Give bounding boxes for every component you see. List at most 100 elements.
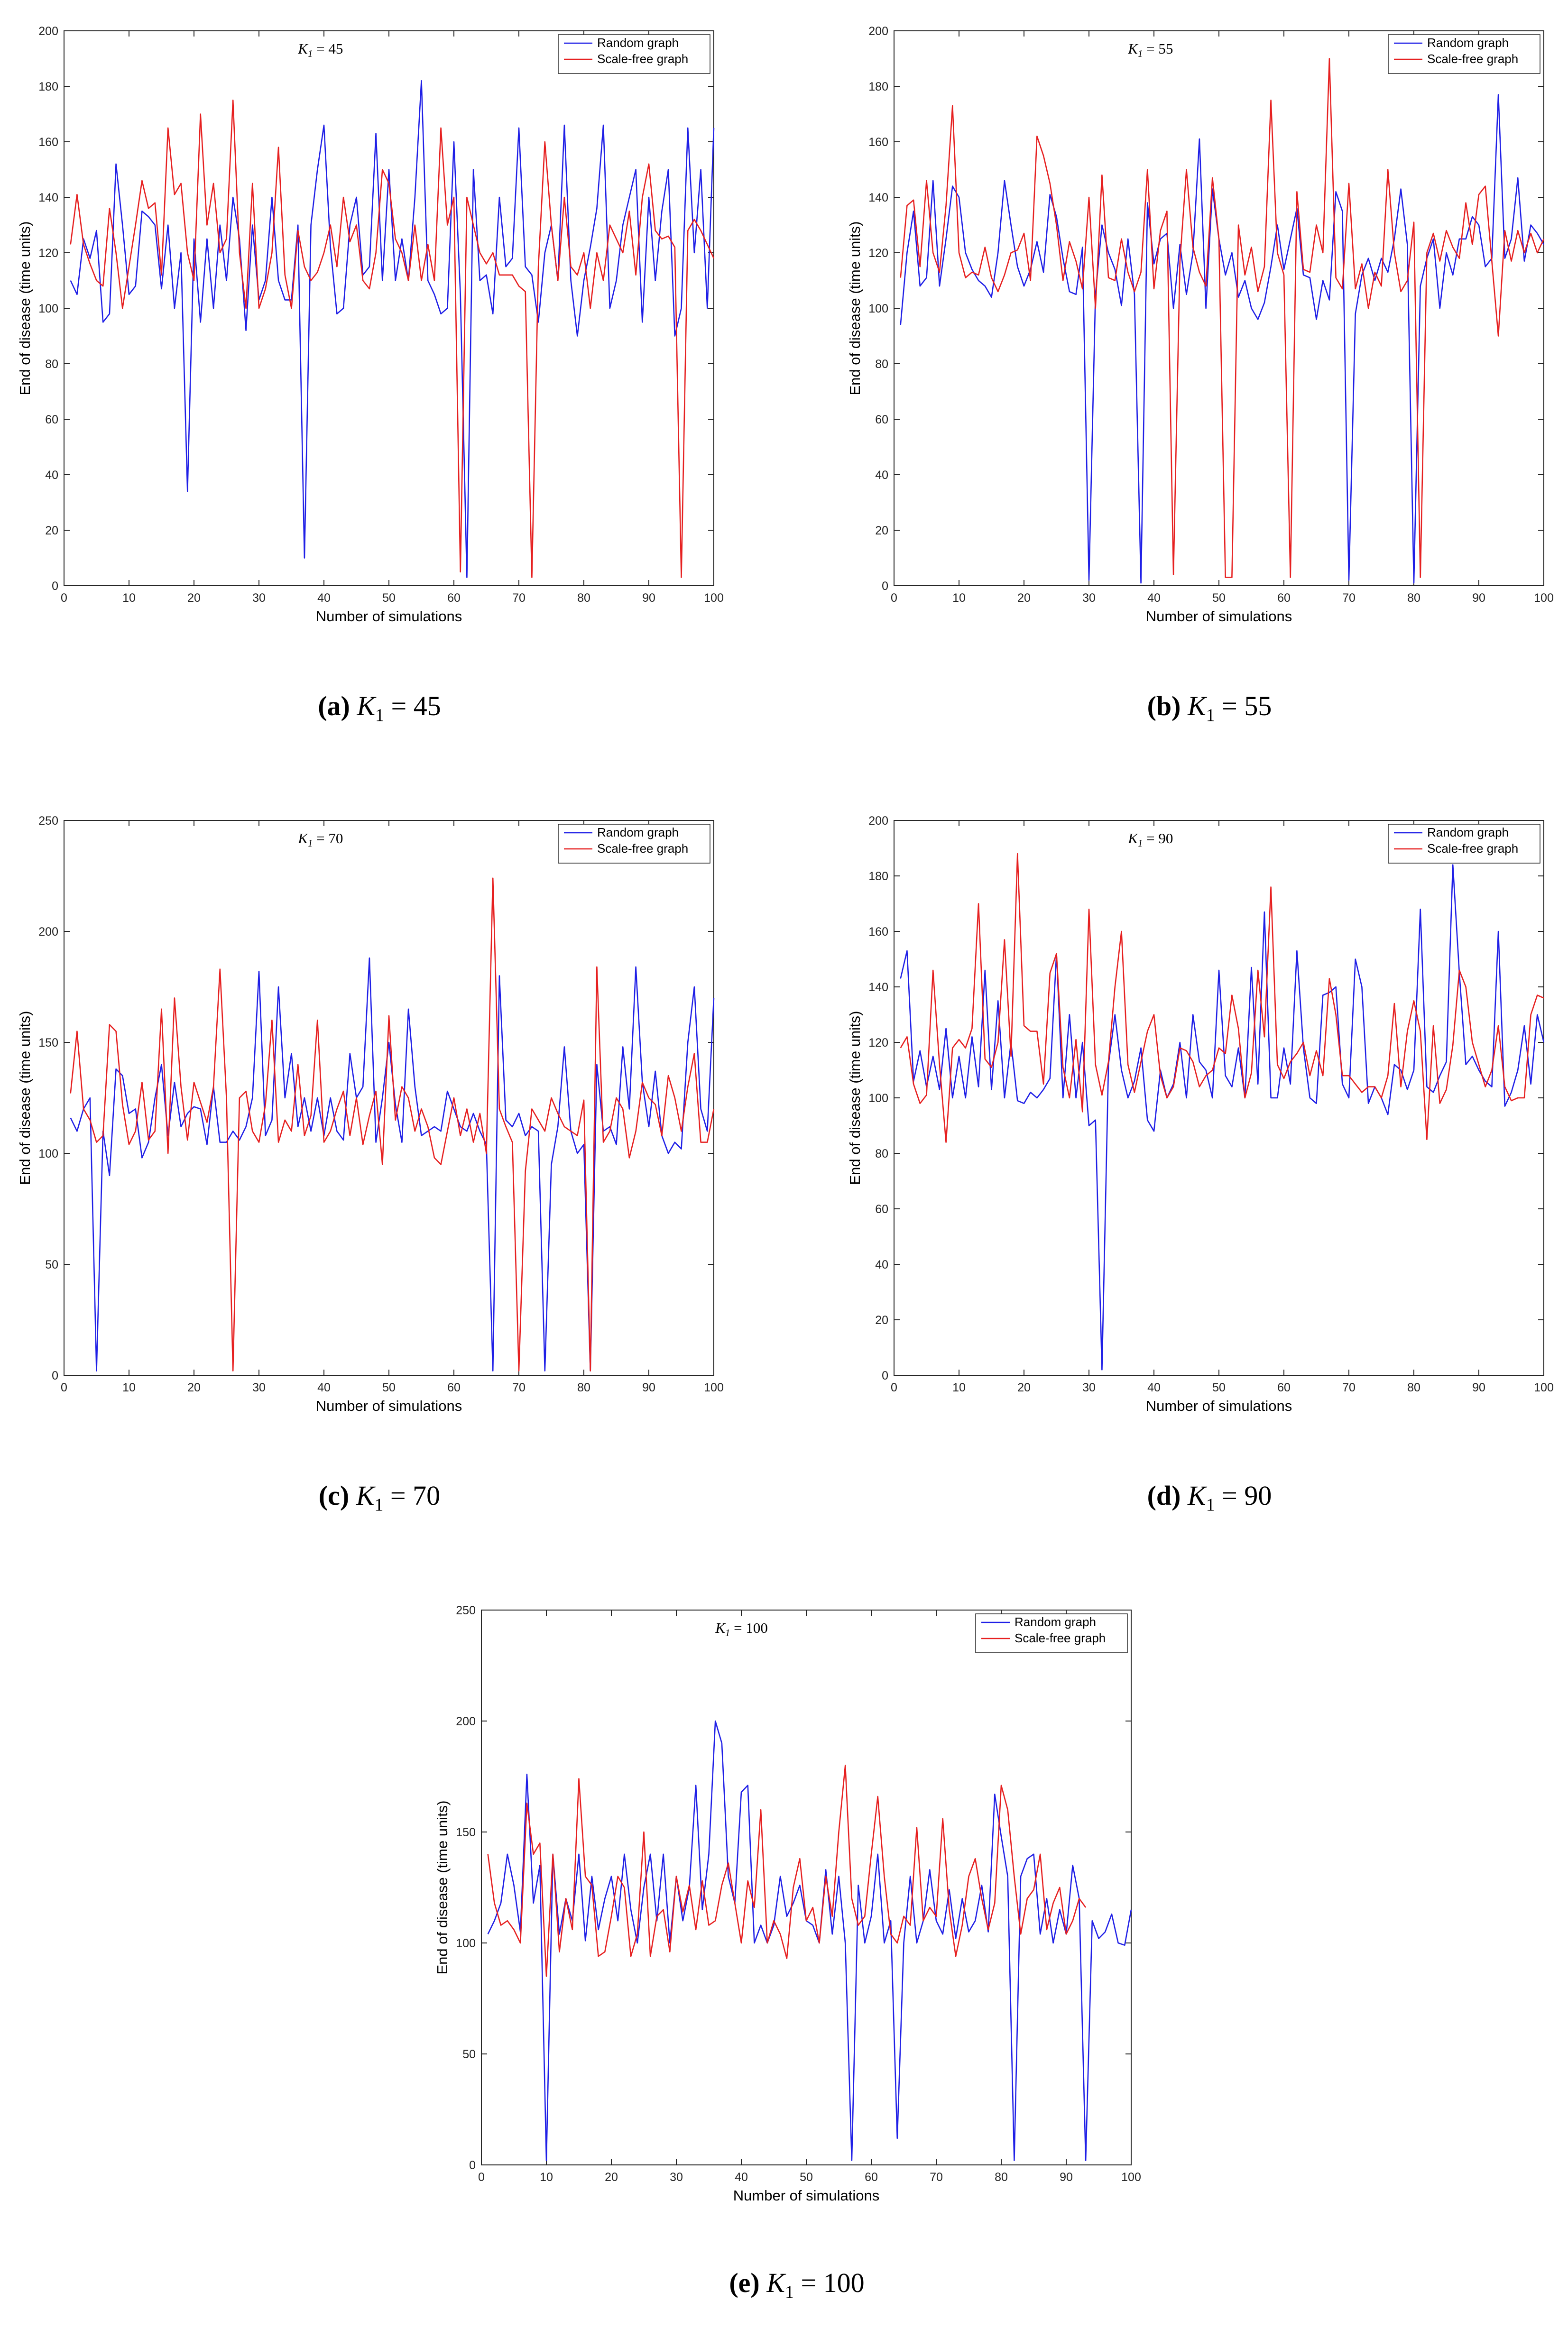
x-tick-label: 100 [1121,2171,1141,2184]
caption-a: (a) K1 = 45 [237,690,522,726]
x-tick-label: 90 [1472,1381,1485,1394]
x-tick-label: 70 [930,2171,943,2184]
legend-label-random-graph: Random graph [597,825,679,839]
y-tick-label: 160 [868,925,888,939]
y-axis-label: End of disease (time units) [17,1011,33,1185]
caption-b-var: K [1187,690,1206,721]
x-tick-label: 70 [512,1381,526,1394]
plot-area [894,820,1544,1376]
legend-box [558,34,710,74]
x-tick-label: 30 [670,2171,683,2184]
x-tick-label: 20 [1017,1381,1031,1394]
x-tick-label: 60 [1277,1381,1291,1394]
x-tick-label: 20 [187,1381,201,1394]
y-tick-label: 140 [38,191,58,204]
y-tick-label: 0 [52,580,58,593]
legend-box [975,1613,1128,1653]
x-tick-label: 0 [478,2171,485,2184]
x-tick-label: 10 [952,1381,966,1394]
y-tick-label: 120 [868,1036,888,1049]
legend-label-scale-free-graph: Scale-free graph [597,52,688,66]
x-tick-label: 30 [252,591,266,605]
legend-box [1388,824,1540,864]
y-tick-label: 60 [875,1203,888,1216]
y-tick-label: 140 [868,191,888,204]
caption-d-sub: 1 [1206,1495,1215,1515]
x-tick-label: 90 [1060,2171,1073,2184]
y-tick-label: 100 [456,1937,476,1950]
legend-label-random-graph: Random graph [1427,36,1509,50]
caption-a-sub: 1 [375,705,385,726]
x-tick-label: 70 [1342,591,1356,605]
x-tick-label: 20 [187,591,201,605]
y-tick-label: 160 [868,136,888,149]
k1-annotation: K1 = 70 [297,830,343,849]
x-tick-label: 70 [512,591,526,605]
k1-annotation: K1 = 55 [1127,40,1173,59]
y-tick-label: 100 [38,1147,58,1160]
caption-a-var: K [357,690,376,721]
y-tick-label: 20 [875,1314,888,1327]
y-axis-label: End of disease (time units) [847,221,863,395]
y-tick-label: 40 [875,469,888,482]
y-tick-label: 60 [45,413,58,426]
x-tick-label: 100 [704,1381,724,1394]
caption-c-value: = 70 [383,1480,441,1511]
y-tick-label: 0 [882,1369,888,1382]
y-tick-label: 20 [45,524,58,537]
y-tick-label: 250 [456,1604,476,1617]
y-tick-label: 250 [38,814,58,828]
x-tick-label: 20 [605,2171,618,2184]
chart-panel-b: 0 10 20 30 40 50 60 70 80 90 100 0 20 40 60 80 100 120 140… [844,19,1565,645]
caption-a-value: = 45 [384,690,441,721]
legend-label-scale-free-graph: Scale-free graph [1427,841,1518,856]
caption-e-value: = 100 [793,2267,865,2298]
y-tick-label: 50 [462,2048,476,2061]
y-tick-label: 0 [882,580,888,593]
x-tick-label: 90 [642,1381,655,1394]
series-line-scale-free-graph [70,100,715,578]
y-tick-label: 180 [868,80,888,93]
x-tick-label: 0 [891,591,897,605]
caption-d-var: K [1187,1480,1206,1511]
caption-d-label: (d) [1147,1480,1181,1511]
series-line-random-graph [487,1720,1132,2161]
y-tick-label: 150 [456,1826,476,1839]
x-tick-label: 0 [61,591,67,605]
x-tick-label: 10 [122,591,136,605]
legend-label-random-graph: Random graph [1015,1615,1096,1629]
x-tick-label: 20 [1017,591,1031,605]
chart-e: 0 10 20 30 40 50 60 70 80 90 100 0 50 100 150 200 250 Num… [434,1604,1141,2204]
x-axis-label: Number of simulations [1146,608,1292,625]
chart-c: 0 10 20 30 40 50 60 70 80 90 100 0 50 100 150 200 250 Num… [17,814,724,1414]
legend-box [558,824,710,864]
x-axis-label: Number of simulations [733,2187,879,2204]
y-tick-label: 180 [868,870,888,883]
y-tick-label: 150 [38,1036,58,1049]
x-tick-label: 40 [735,2171,748,2184]
x-axis-label: Number of simulations [316,1398,462,1414]
x-tick-label: 30 [1082,1381,1096,1394]
x-axis-label: Number of simulations [1146,1398,1292,1414]
series-line-scale-free-graph [70,877,715,1372]
y-tick-label: 100 [38,302,58,315]
caption-b-label: (b) [1147,690,1181,721]
y-tick-label: 120 [38,247,58,260]
y-tick-label: 40 [45,469,58,482]
x-tick-label: 40 [317,591,331,605]
y-tick-label: 120 [868,247,888,260]
caption-e: (e) K1 = 100 [655,2267,939,2303]
y-tick-label: 50 [45,1258,58,1271]
y-axis-label: End of disease (time units) [17,221,33,395]
legend-label-scale-free-graph: Scale-free graph [597,841,688,856]
x-tick-label: 0 [891,1381,897,1394]
k1-annotation: K1 = 90 [1127,830,1173,849]
caption-c: (c) K1 = 70 [237,1480,522,1516]
caption-d-value: = 90 [1215,1480,1272,1511]
x-axis-label: Number of simulations [316,608,462,625]
y-tick-label: 60 [875,413,888,426]
caption-b: (b) K1 = 55 [1067,690,1352,726]
caption-a-label: (a) [318,690,350,721]
caption-d: (d) K1 = 90 [1067,1480,1352,1516]
series-line-random-graph [900,864,1545,1371]
